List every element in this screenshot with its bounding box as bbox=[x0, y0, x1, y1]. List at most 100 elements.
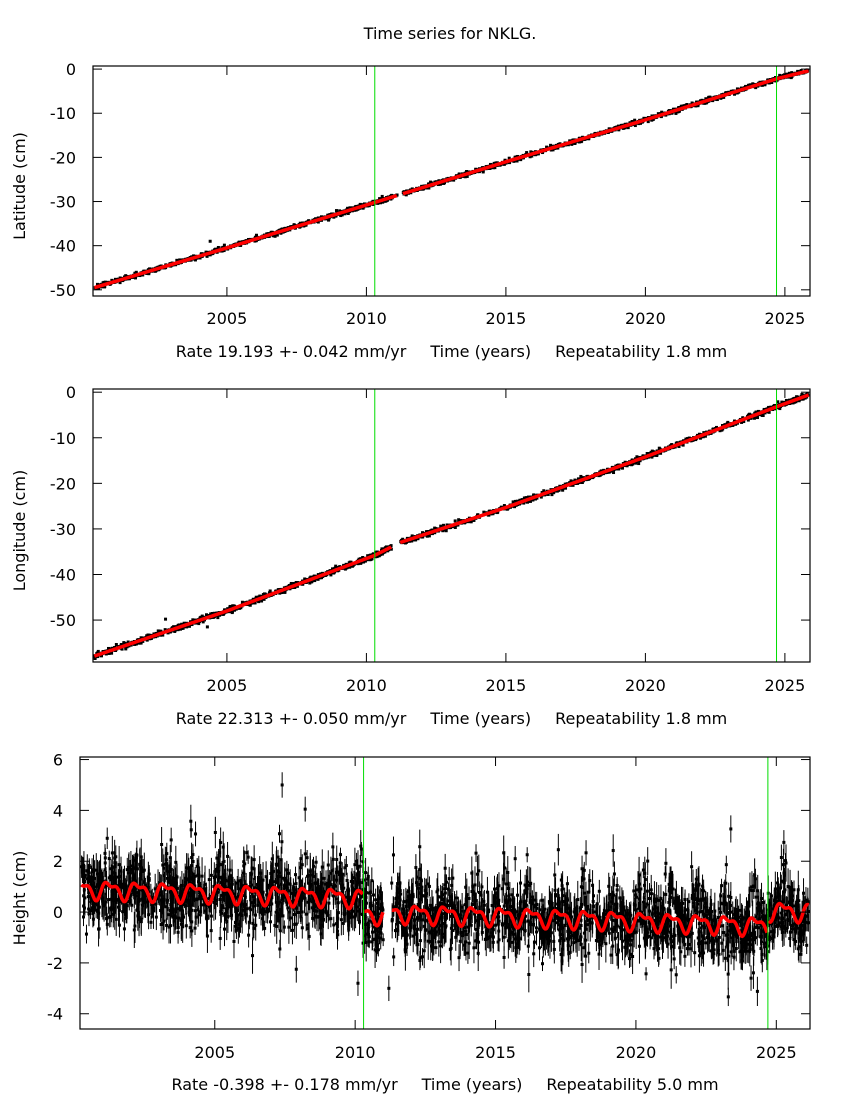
y-tick-label: -30 bbox=[50, 193, 76, 212]
data-point bbox=[776, 400, 780, 404]
data-point bbox=[725, 422, 729, 426]
data-point bbox=[740, 420, 744, 424]
data-point bbox=[511, 904, 515, 908]
data-point bbox=[185, 625, 189, 629]
outlier-point bbox=[208, 239, 212, 243]
data-point bbox=[552, 939, 556, 943]
data-point bbox=[342, 886, 346, 890]
data-point bbox=[99, 654, 103, 658]
data-point bbox=[120, 883, 124, 887]
data-point bbox=[677, 903, 681, 907]
data-point bbox=[511, 500, 515, 504]
data-point bbox=[804, 920, 808, 924]
data-point bbox=[563, 923, 567, 927]
data-point bbox=[447, 877, 451, 881]
data-point bbox=[327, 901, 331, 905]
data-point bbox=[612, 471, 616, 475]
data-point bbox=[650, 114, 654, 118]
data-point bbox=[104, 900, 108, 904]
data-point bbox=[268, 589, 272, 593]
data-point bbox=[457, 518, 461, 522]
data-point bbox=[429, 180, 433, 184]
data-point bbox=[361, 206, 365, 210]
data-point bbox=[193, 909, 197, 913]
data-point bbox=[192, 254, 196, 258]
data-point bbox=[147, 633, 151, 637]
data-point bbox=[753, 411, 757, 415]
data-point bbox=[226, 607, 230, 611]
data-point bbox=[738, 908, 742, 912]
x-tick-label: 2010 bbox=[346, 309, 387, 328]
data-point bbox=[131, 877, 135, 881]
data-point bbox=[597, 889, 601, 893]
data-point bbox=[164, 905, 168, 909]
data-point bbox=[502, 851, 506, 855]
data-point bbox=[334, 209, 338, 213]
data-point bbox=[472, 893, 476, 897]
data-point bbox=[439, 524, 443, 528]
data-point bbox=[292, 581, 296, 585]
model-line bbox=[94, 193, 398, 290]
data-point bbox=[572, 910, 576, 914]
data-point bbox=[655, 897, 659, 901]
data-point bbox=[245, 851, 249, 855]
data-point bbox=[634, 461, 638, 465]
data-point bbox=[378, 553, 382, 557]
data-point bbox=[380, 194, 384, 198]
data-point bbox=[228, 604, 232, 608]
data-point bbox=[755, 416, 759, 420]
data-point bbox=[519, 158, 523, 162]
data-point bbox=[416, 537, 420, 541]
figure-title: Time series for NKLG. bbox=[363, 24, 537, 43]
data-point bbox=[462, 943, 466, 947]
data-point bbox=[113, 277, 117, 281]
data-point bbox=[693, 908, 697, 912]
repeatability-text: Repeatability 1.8 mm bbox=[555, 709, 727, 728]
x-tick-label: 2025 bbox=[765, 309, 806, 328]
data-point bbox=[175, 258, 179, 262]
data-point bbox=[573, 141, 577, 145]
data-point bbox=[667, 109, 671, 113]
data-point bbox=[724, 933, 728, 937]
data-point bbox=[552, 491, 556, 495]
data-point bbox=[326, 913, 330, 917]
data-point bbox=[389, 544, 393, 548]
data-point bbox=[332, 215, 336, 219]
data-point bbox=[621, 466, 625, 470]
data-point bbox=[746, 418, 750, 422]
data-point bbox=[668, 908, 672, 912]
rate-text: Rate 22.313 +- 0.050 mm/yr bbox=[176, 709, 407, 728]
data-point bbox=[124, 647, 128, 651]
data-point bbox=[452, 178, 456, 182]
data-point bbox=[260, 599, 264, 603]
data-point bbox=[657, 947, 661, 951]
data-point bbox=[343, 212, 347, 216]
data-point bbox=[695, 912, 699, 916]
data-point bbox=[472, 518, 476, 522]
outlier-point bbox=[164, 617, 168, 621]
x-tick-label: 2020 bbox=[625, 676, 666, 695]
y-tick-label: -20 bbox=[50, 474, 76, 493]
data-point bbox=[107, 651, 111, 655]
data-point bbox=[785, 912, 789, 916]
data-point bbox=[114, 643, 118, 647]
data-point bbox=[446, 887, 450, 891]
data-point bbox=[439, 944, 443, 948]
data-point bbox=[509, 919, 513, 923]
data-point bbox=[440, 923, 444, 927]
data-point bbox=[624, 911, 628, 915]
data-point bbox=[265, 893, 269, 897]
x-tick-label: 2005 bbox=[207, 676, 248, 695]
data-point bbox=[361, 560, 365, 564]
observations bbox=[80, 772, 810, 1007]
data-point bbox=[763, 83, 767, 87]
data-point bbox=[569, 479, 573, 483]
data-point bbox=[359, 847, 363, 851]
data-point bbox=[391, 853, 395, 857]
data-point bbox=[427, 186, 431, 190]
x-tick-label: 2015 bbox=[486, 676, 527, 695]
data-point bbox=[143, 884, 147, 888]
data-point bbox=[346, 211, 350, 215]
data-point bbox=[510, 940, 514, 944]
data-point bbox=[693, 951, 697, 955]
